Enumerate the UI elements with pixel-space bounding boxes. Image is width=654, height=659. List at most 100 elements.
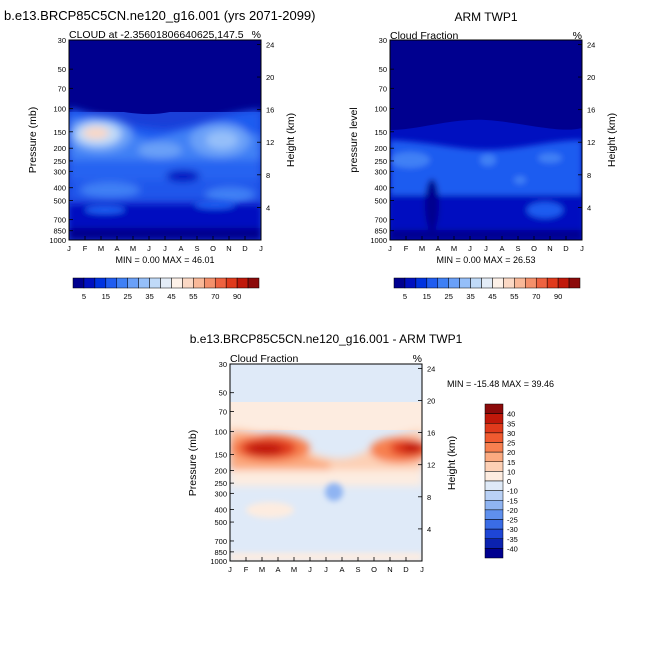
month-tick-label: M xyxy=(419,244,425,253)
month-tick-label: A xyxy=(339,565,344,574)
month-tick-label: J xyxy=(388,244,392,253)
labelbar-swatch xyxy=(193,277,205,289)
labelbar-swatch xyxy=(225,277,238,289)
panel-model-labelbar: 5 15 25 35 45 55 70 90 xyxy=(72,277,260,301)
month-tick-label: A xyxy=(178,244,183,253)
labelbar-swatch xyxy=(546,277,559,289)
labelbar-label: 35 xyxy=(145,292,153,301)
pressure-tick-label: 300 xyxy=(53,167,66,176)
labelbar-swatch xyxy=(94,277,107,289)
pressure-tick-label: 200 xyxy=(374,144,387,153)
pressure-tick-label: 850 xyxy=(214,548,227,557)
panel-diff-height-axis: 24 20 16 12 8 4 xyxy=(418,364,435,534)
panel-obs-title: ARM TWP1 xyxy=(454,10,517,24)
labelbar-swatch xyxy=(557,277,570,289)
panel-model-height-axis: 24 20 16 12 8 4 xyxy=(257,40,274,212)
month-tick-label: M xyxy=(130,244,136,253)
panel-diff-subtitle: Cloud Fraction xyxy=(230,353,298,365)
labelbar-swatch xyxy=(72,277,85,289)
labelbar-swatch xyxy=(535,277,548,289)
month-tick-label: N xyxy=(387,565,392,574)
panel-obs-height-axis: 24 20 16 12 8 4 xyxy=(578,40,595,212)
labelbar-swatch xyxy=(484,509,504,520)
panel-model: b.e13.BRCP85C5CN.ne120_g16.001 (yrs 2071… xyxy=(4,8,315,301)
labelbar-swatch xyxy=(404,277,417,289)
pressure-tick-label: 100 xyxy=(374,105,387,114)
labelbar-label: 20 xyxy=(507,448,515,457)
panel-model-title: b.e13.BRCP85C5CN.ne120_g16.001 (yrs 2071… xyxy=(4,8,315,23)
month-tick-label: O xyxy=(371,565,377,574)
month-tick-label: J xyxy=(324,565,328,574)
panel-obs: ARM TWP1 Cloud Fraction % 30 50 70 100 150 20… xyxy=(348,10,618,301)
labelbar-label: 55 xyxy=(510,292,518,301)
panel-diff: b.e13.BRCP85C5CN.ne120_g16.001 - ARM TWP… xyxy=(187,332,554,574)
height-tick-label: 16 xyxy=(587,106,595,115)
labelbar-swatch xyxy=(484,519,504,530)
height-tick-label: 8 xyxy=(587,171,591,180)
panel-obs-contours xyxy=(390,40,582,240)
pressure-tick-label: 250 xyxy=(374,157,387,166)
pressure-tick-label: 500 xyxy=(214,518,227,527)
month-tick-label: O xyxy=(210,244,216,253)
labelbar-label: -10 xyxy=(507,487,518,496)
pressure-tick-label: 200 xyxy=(53,144,66,153)
labelbar-label: 15 xyxy=(102,292,110,301)
labelbar-swatch xyxy=(514,277,526,289)
pressure-tick-label: 30 xyxy=(219,360,227,369)
labelbar-label: 70 xyxy=(211,292,219,301)
pressure-tick-label: 850 xyxy=(53,227,66,236)
labelbar-swatch xyxy=(484,403,504,414)
panel-diff-contours xyxy=(230,364,422,561)
labelbar-swatch xyxy=(149,277,161,289)
labelbar-swatch xyxy=(484,500,504,511)
pressure-tick-label: 250 xyxy=(214,479,227,488)
labelbar-swatch xyxy=(437,277,449,289)
pressure-tick-label: 1000 xyxy=(49,236,66,245)
labelbar-swatch xyxy=(503,277,515,289)
labelbar-label: 15 xyxy=(423,292,431,301)
labelbar-label: 25 xyxy=(124,292,132,301)
month-tick-label: J xyxy=(484,244,488,253)
month-tick-label: J xyxy=(228,565,232,574)
labelbar-swatch xyxy=(214,277,227,289)
month-tick-label: S xyxy=(194,244,199,253)
month-tick-label: S xyxy=(355,565,360,574)
month-tick-label: D xyxy=(403,565,409,574)
labelbar-swatch xyxy=(83,277,96,289)
labelbar-label: -35 xyxy=(507,535,518,544)
pressure-tick-label: 50 xyxy=(219,389,227,398)
labelbar-label: -15 xyxy=(507,496,518,505)
height-tick-label: 20 xyxy=(427,396,435,405)
labelbar-label: 55 xyxy=(189,292,197,301)
month-tick-label: A xyxy=(499,244,504,253)
height-tick-label: 24 xyxy=(427,364,435,373)
month-tick-label: S xyxy=(515,244,520,253)
pressure-tick-label: 400 xyxy=(214,506,227,515)
month-tick-label: A xyxy=(114,244,119,253)
month-tick-label: A xyxy=(435,244,440,253)
panel-model-ylabel: Pressure (mb) xyxy=(27,107,39,174)
pressure-tick-label: 70 xyxy=(379,84,387,93)
labelbar-swatch xyxy=(484,413,504,424)
month-tick-label: A xyxy=(275,565,280,574)
labelbar-label: 0 xyxy=(507,477,511,486)
month-tick-label: J xyxy=(308,565,312,574)
month-tick-label: J xyxy=(147,244,151,253)
labelbar-swatch xyxy=(484,548,504,559)
panel-model-subtitle: CLOUD at -2.35601806640625,147.5 xyxy=(69,29,244,41)
labelbar-swatch xyxy=(138,277,150,289)
labelbar-swatch xyxy=(204,277,216,289)
labelbar-swatch xyxy=(484,423,504,434)
height-tick-label: 4 xyxy=(266,203,270,212)
month-tick-label: J xyxy=(420,565,424,574)
labelbar-swatch xyxy=(459,277,471,289)
labelbar-swatch xyxy=(484,538,504,549)
labelbar-swatch xyxy=(481,277,493,289)
labelbar-label: 90 xyxy=(554,292,562,301)
panel-obs-units: % xyxy=(573,30,582,42)
